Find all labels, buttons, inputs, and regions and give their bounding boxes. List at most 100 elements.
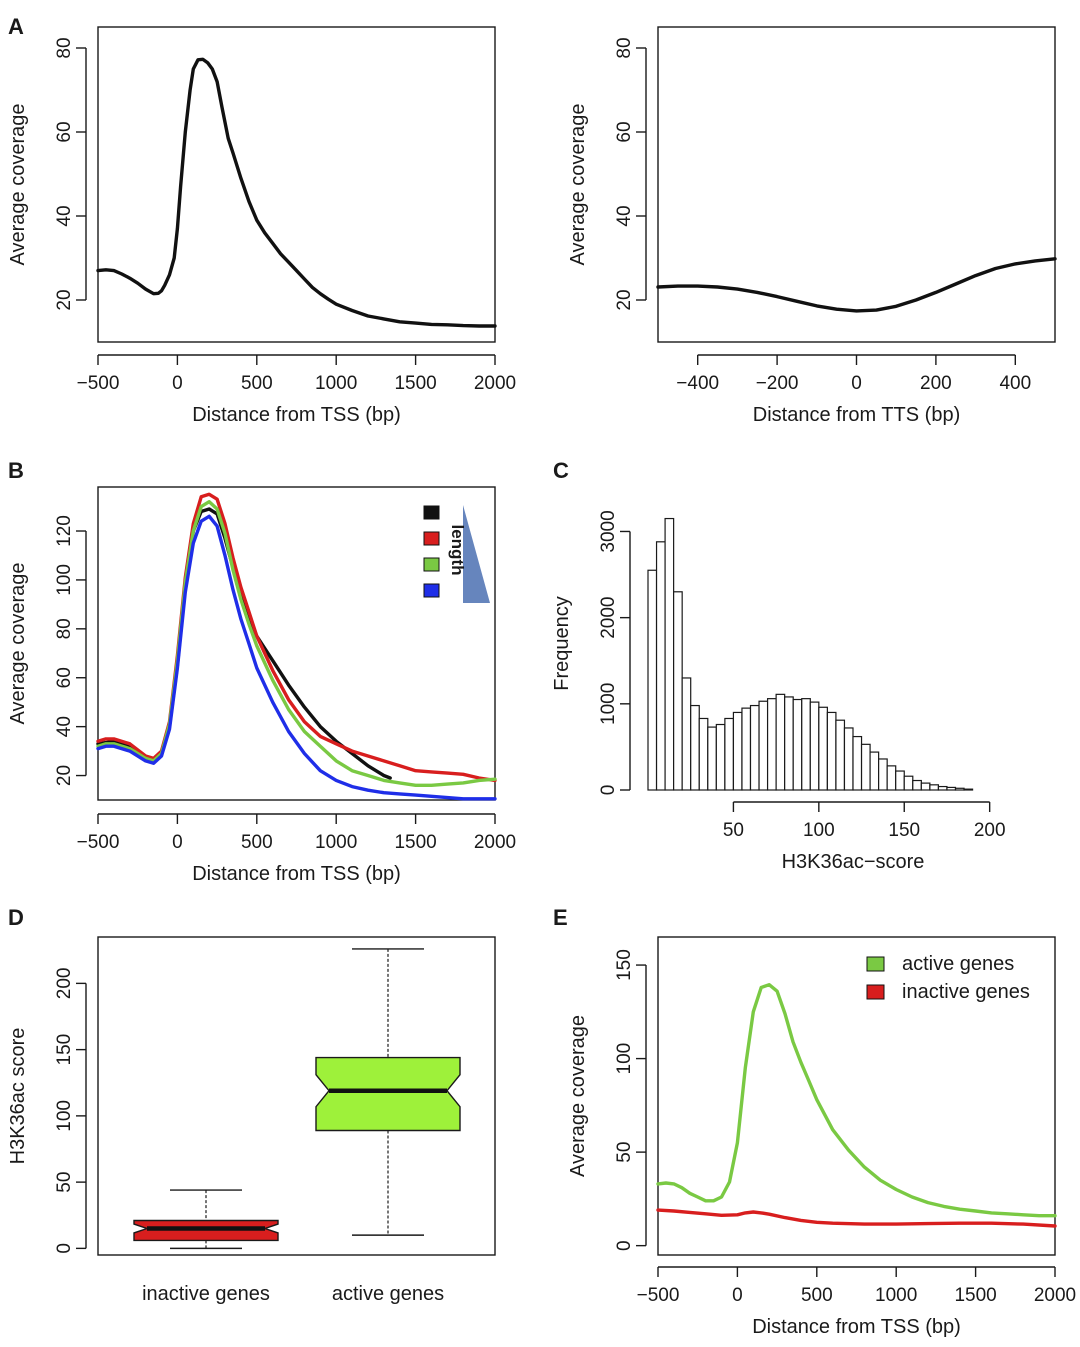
panel-label-b: B [8,458,24,483]
y-tick-label: 20 [614,289,635,310]
x-tick-label: 0 [172,832,183,853]
panel-label-e: E [553,905,568,930]
y-tick-label: 20 [54,289,75,310]
histogram-bar [715,723,726,791]
y-tick-label: 0 [54,1243,75,1254]
y-axis-title: H3K36ac score [7,1028,29,1165]
y-tick-label: 20 [54,765,75,786]
y-tick-label: 3000 [598,510,619,552]
x-axis-title: Distance from TSS (bp) [192,863,401,885]
legend-label: inactive genes [902,981,1030,1003]
histogram-bar [929,784,940,791]
y-tick-label: 80 [54,37,75,58]
histogram-bar [749,704,760,791]
histogram-bar [673,591,683,791]
x-tick-label: 1000 [875,1285,917,1306]
x-tick-label: 50 [723,820,744,841]
x-tick-label: 1500 [394,832,436,853]
y-tick-label: 50 [54,1172,75,1193]
plot-frame [657,26,1056,343]
panel-label-d: D [8,905,24,930]
y-axis-title: Frequency [551,596,573,691]
x-tick-label: 500 [801,1285,833,1306]
histogram-bar [937,785,948,791]
y-tick-label: 50 [614,1142,635,1163]
plot-frame [97,26,496,343]
y-tick-label: 200 [54,968,75,1000]
x-tick-label: 1500 [394,373,436,394]
y-tick-label: 40 [54,716,75,737]
y-tick-label: 100 [614,1043,635,1075]
x-tick-label: 150 [888,820,920,841]
panel-b-length-profiles: 20 40 60 80 100 120 Average coverage −500 0 500 10… [7,486,516,885]
histogram-bar [655,541,666,791]
x-tick-label: −500 [77,832,120,853]
histogram-bar [835,719,846,791]
histogram-bar [826,711,837,791]
histogram-bar [886,765,897,791]
box-active-genes [315,1056,461,1132]
legend-label: active genes [902,953,1014,975]
x-tick-label: 0 [851,373,862,394]
y-tick-label: 60 [54,121,75,142]
y-tick-label: 150 [54,1034,75,1066]
x-tick-label: 0 [172,373,183,394]
legend-swatch [423,531,440,546]
histogram-bar [946,786,957,791]
histogram-bar [681,677,692,791]
histogram-bar [963,788,974,791]
x-axis-title: Distance from TTS (bp) [753,404,960,426]
legend-length-label: length [448,525,467,576]
x-tick-label: −400 [676,373,719,394]
plot-frame [97,486,496,801]
panel-c-score-histogram: 0 1000 2000 3000 Frequency 50 100 150 200 H3K36ac… [551,510,1006,873]
x-tick-label: −500 [637,1285,680,1306]
x-tick-label: 200 [974,820,1006,841]
y-tick-label: 150 [614,949,635,981]
series-line-3 [96,500,497,787]
y-tick-label: 100 [54,564,75,596]
series-line-inactive-genes [656,1208,1057,1228]
y-tick-label: 80 [614,37,635,58]
histogram-bar [766,698,777,791]
histogram-bar [758,700,769,791]
y-tick-label: 2000 [598,597,619,639]
category-label: active genes [332,1283,444,1305]
histogram-bar [784,696,794,791]
y-tick-label: 0 [614,1240,635,1251]
panel-a-tts-profile: 20 40 60 80 Average coverage −400 −200 0 200 400 D… [567,26,1057,426]
histogram-bar [647,569,658,791]
legend-swatch [423,505,440,520]
legend-swatch [866,956,885,972]
x-tick-label: 200 [920,373,952,394]
histogram-bar [920,782,931,791]
y-tick-label: 1000 [598,683,619,725]
series-line-2 [96,492,497,783]
x-axis-title: Distance from TSS (bp) [192,404,401,426]
histogram-bar [775,693,786,791]
histogram-bar [698,717,709,791]
histogram-bar [792,698,803,791]
histogram-bar [818,706,828,791]
histogram-bar [895,770,905,791]
series-line-active-genes [656,983,1057,1218]
category-label: inactive genes [142,1283,270,1305]
y-tick-label: 80 [54,618,75,639]
histogram-bar [690,704,700,791]
y-tick-label: 0 [598,785,619,796]
y-axis-title: Average coverage [7,104,29,266]
y-tick-label: 120 [54,515,75,547]
y-axis-title: Average coverage [567,1015,589,1177]
histogram-bar [801,698,811,791]
panel-a-tss-profile: 20 40 60 80 Average coverage −500 0 500 1000 1500… [7,26,516,426]
x-tick-label: 1000 [315,373,357,394]
x-tick-label: 0 [732,1285,743,1306]
x-tick-label: 400 [999,373,1031,394]
series-line-4 [96,514,497,801]
x-tick-label: 2000 [474,373,516,394]
histogram-bar [724,717,735,791]
x-tick-label: 2000 [1034,1285,1076,1306]
x-axis-title: H3K36ac−score [782,851,925,873]
x-tick-label: 2000 [474,832,516,853]
legend-swatch [423,583,440,598]
